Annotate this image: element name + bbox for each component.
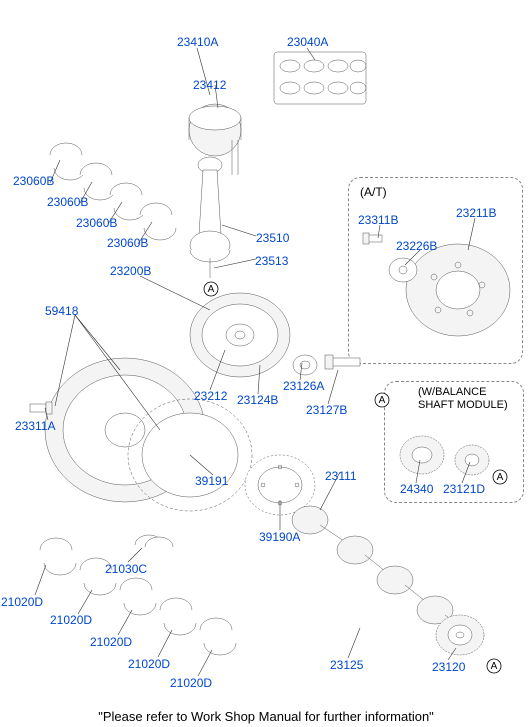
- label-21020D-4[interactable]: 21020D: [128, 658, 170, 670]
- label-23212[interactable]: 23212: [194, 390, 227, 402]
- label-23060B-4[interactable]: 23060B: [107, 237, 148, 249]
- label-23124B[interactable]: 23124B: [237, 394, 278, 406]
- label-24340[interactable]: 24340: [400, 483, 433, 495]
- svg-text:A: A: [491, 661, 498, 672]
- label-23211B[interactable]: 23211B: [456, 207, 496, 219]
- label-23510[interactable]: 23510: [256, 232, 289, 244]
- svg-text:A: A: [208, 284, 215, 295]
- label-21020D-1[interactable]: 21020D: [1, 596, 43, 608]
- label-39190A[interactable]: 39190A: [259, 531, 300, 543]
- svg-text:A: A: [379, 395, 386, 406]
- label-23060B-1[interactable]: 23060B: [13, 175, 54, 187]
- footer-note: "Please refer to Work Shop Manual for fu…: [0, 709, 532, 724]
- label-23412[interactable]: 23412: [193, 79, 226, 91]
- marker-A-3: A: [492, 469, 508, 485]
- flywheel-icon: [40, 315, 270, 535]
- crankshaft-icon: [280, 480, 500, 680]
- marker-A-1: A: [203, 281, 219, 297]
- diagram-stage: 23410A 23040A 23412 23060B 23060B 23060B…: [0, 0, 532, 727]
- label-23513[interactable]: 23513: [255, 255, 288, 267]
- group-box-at: [348, 177, 523, 364]
- label-23126A[interactable]: 23126A: [283, 380, 324, 392]
- group-label-at: (A/T): [360, 186, 387, 198]
- label-23121D[interactable]: 23121D: [443, 483, 485, 495]
- svg-text:A: A: [497, 472, 504, 483]
- marker-A-4: A: [486, 658, 502, 674]
- label-21020D-3[interactable]: 21020D: [90, 636, 132, 648]
- label-23125[interactable]: 23125: [330, 659, 363, 671]
- stud-icon: [28, 398, 54, 418]
- sprocket-23120-icon: [430, 610, 490, 660]
- label-21020D-5[interactable]: 21020D: [170, 677, 212, 689]
- label-23040A[interactable]: 23040A: [287, 36, 328, 48]
- label-23410A[interactable]: 23410A: [177, 36, 218, 48]
- label-23111[interactable]: 23111: [325, 470, 357, 482]
- label-23200B[interactable]: 23200B: [110, 265, 151, 277]
- sensor-plate-icon: [235, 445, 325, 525]
- conrod-icon: [175, 150, 245, 280]
- marker-A-2: A: [374, 392, 390, 408]
- label-21020D-2[interactable]: 21020D: [50, 614, 92, 626]
- group-label-balance: (W/BALANCE SHAFT MODULE): [418, 386, 508, 412]
- label-23127B[interactable]: 23127B: [306, 404, 347, 416]
- label-39191[interactable]: 39191: [195, 475, 228, 487]
- label-59418[interactable]: 59418: [45, 305, 78, 317]
- label-23311B[interactable]: 23311B: [358, 214, 398, 226]
- bearings-upper-icon: [30, 130, 190, 250]
- label-23060B-2[interactable]: 23060B: [47, 196, 88, 208]
- label-23311A[interactable]: 23311A: [15, 420, 55, 432]
- label-23226B[interactable]: 23226B: [396, 240, 437, 252]
- label-23120[interactable]: 23120: [432, 661, 465, 673]
- label-21030C[interactable]: 21030C: [105, 563, 147, 575]
- ring-set-icon: [272, 50, 368, 106]
- label-23060B-3[interactable]: 23060B: [76, 217, 117, 229]
